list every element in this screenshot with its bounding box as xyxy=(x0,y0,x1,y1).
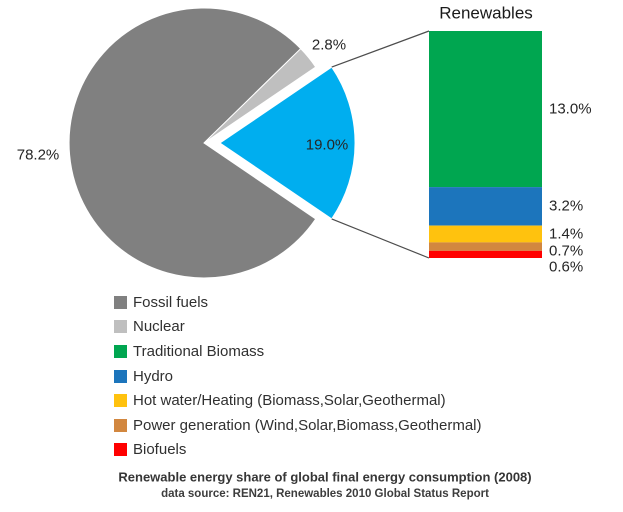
legend-label: Fossil fuels xyxy=(133,293,209,311)
bar-value-label: 0.6% xyxy=(549,258,584,276)
legend-item-biofuels: Biofuels xyxy=(114,438,482,463)
pie-label-renewables: 19.0% xyxy=(305,136,349,154)
legend-swatch xyxy=(114,394,127,408)
legend-swatch xyxy=(114,320,127,334)
pie-slice-renewables xyxy=(219,66,356,220)
legend-label: Power generation (Wind,Solar,Biomass,Geo… xyxy=(133,416,482,434)
legend-item-power-generation-wind-solar-biomass-geothermal: Power generation (Wind,Solar,Biomass,Geo… xyxy=(114,413,482,438)
legend-label: Hydro xyxy=(133,367,174,385)
bar-segment-hydro xyxy=(429,187,542,226)
legend-label: Traditional Biomass xyxy=(133,342,265,360)
legend-swatch xyxy=(114,443,127,457)
bar-value-label: 13.0% xyxy=(549,100,592,118)
bar-value-label: 3.2% xyxy=(549,197,584,215)
legend-item-nuclear: Nuclear xyxy=(114,315,482,340)
legend-item-hydro: Hydro xyxy=(114,364,482,389)
legend: Fossil fuels Nuclear Traditional Biomass Hy… xyxy=(114,290,482,462)
bar-segment-traditional-biomass xyxy=(429,31,542,188)
legend-swatch xyxy=(114,295,127,309)
bar-value-label: 1.4% xyxy=(549,225,584,243)
pie-label-fossil-fuels: 78.2% xyxy=(16,146,60,164)
bar-segment-biofuels xyxy=(429,250,542,258)
legend-swatch xyxy=(114,369,127,383)
pie-label-nuclear: 2.8% xyxy=(311,36,347,54)
legend-swatch xyxy=(114,418,127,432)
legend-swatch xyxy=(114,344,127,358)
legend-item-fossil-fuels: Fossil fuels xyxy=(114,290,482,315)
bar-segment-power-generation-wind-solar-biomass-geothermal xyxy=(429,242,542,251)
callout-line-bottom xyxy=(331,218,430,259)
data-source-note: data source: REN21, Renewables 2010 Glob… xyxy=(161,488,489,500)
legend-label: Hot water/Heating (Biomass,Solar,Geother… xyxy=(133,392,446,410)
bar-title: Renewables xyxy=(439,3,533,23)
pie-slice-fossil-fuels xyxy=(68,7,317,279)
legend-label: Nuclear xyxy=(133,318,185,336)
bar-segment-hot-water-heating-biomass-solar-geothermal xyxy=(429,225,542,243)
legend-item-hot-water-heating-biomass-solar-geothermal: Hot water/Heating (Biomass,Solar,Geother… xyxy=(114,388,482,413)
pie-slice-nuclear xyxy=(203,47,317,144)
bar-value-label: 0.7% xyxy=(549,242,584,259)
legend-label: Biofuels xyxy=(133,441,187,459)
callout-line-top xyxy=(331,30,430,68)
legend-item-traditional-biomass: Traditional Biomass xyxy=(114,339,482,364)
chart-caption: Renewable energy share of global final e… xyxy=(118,469,532,485)
